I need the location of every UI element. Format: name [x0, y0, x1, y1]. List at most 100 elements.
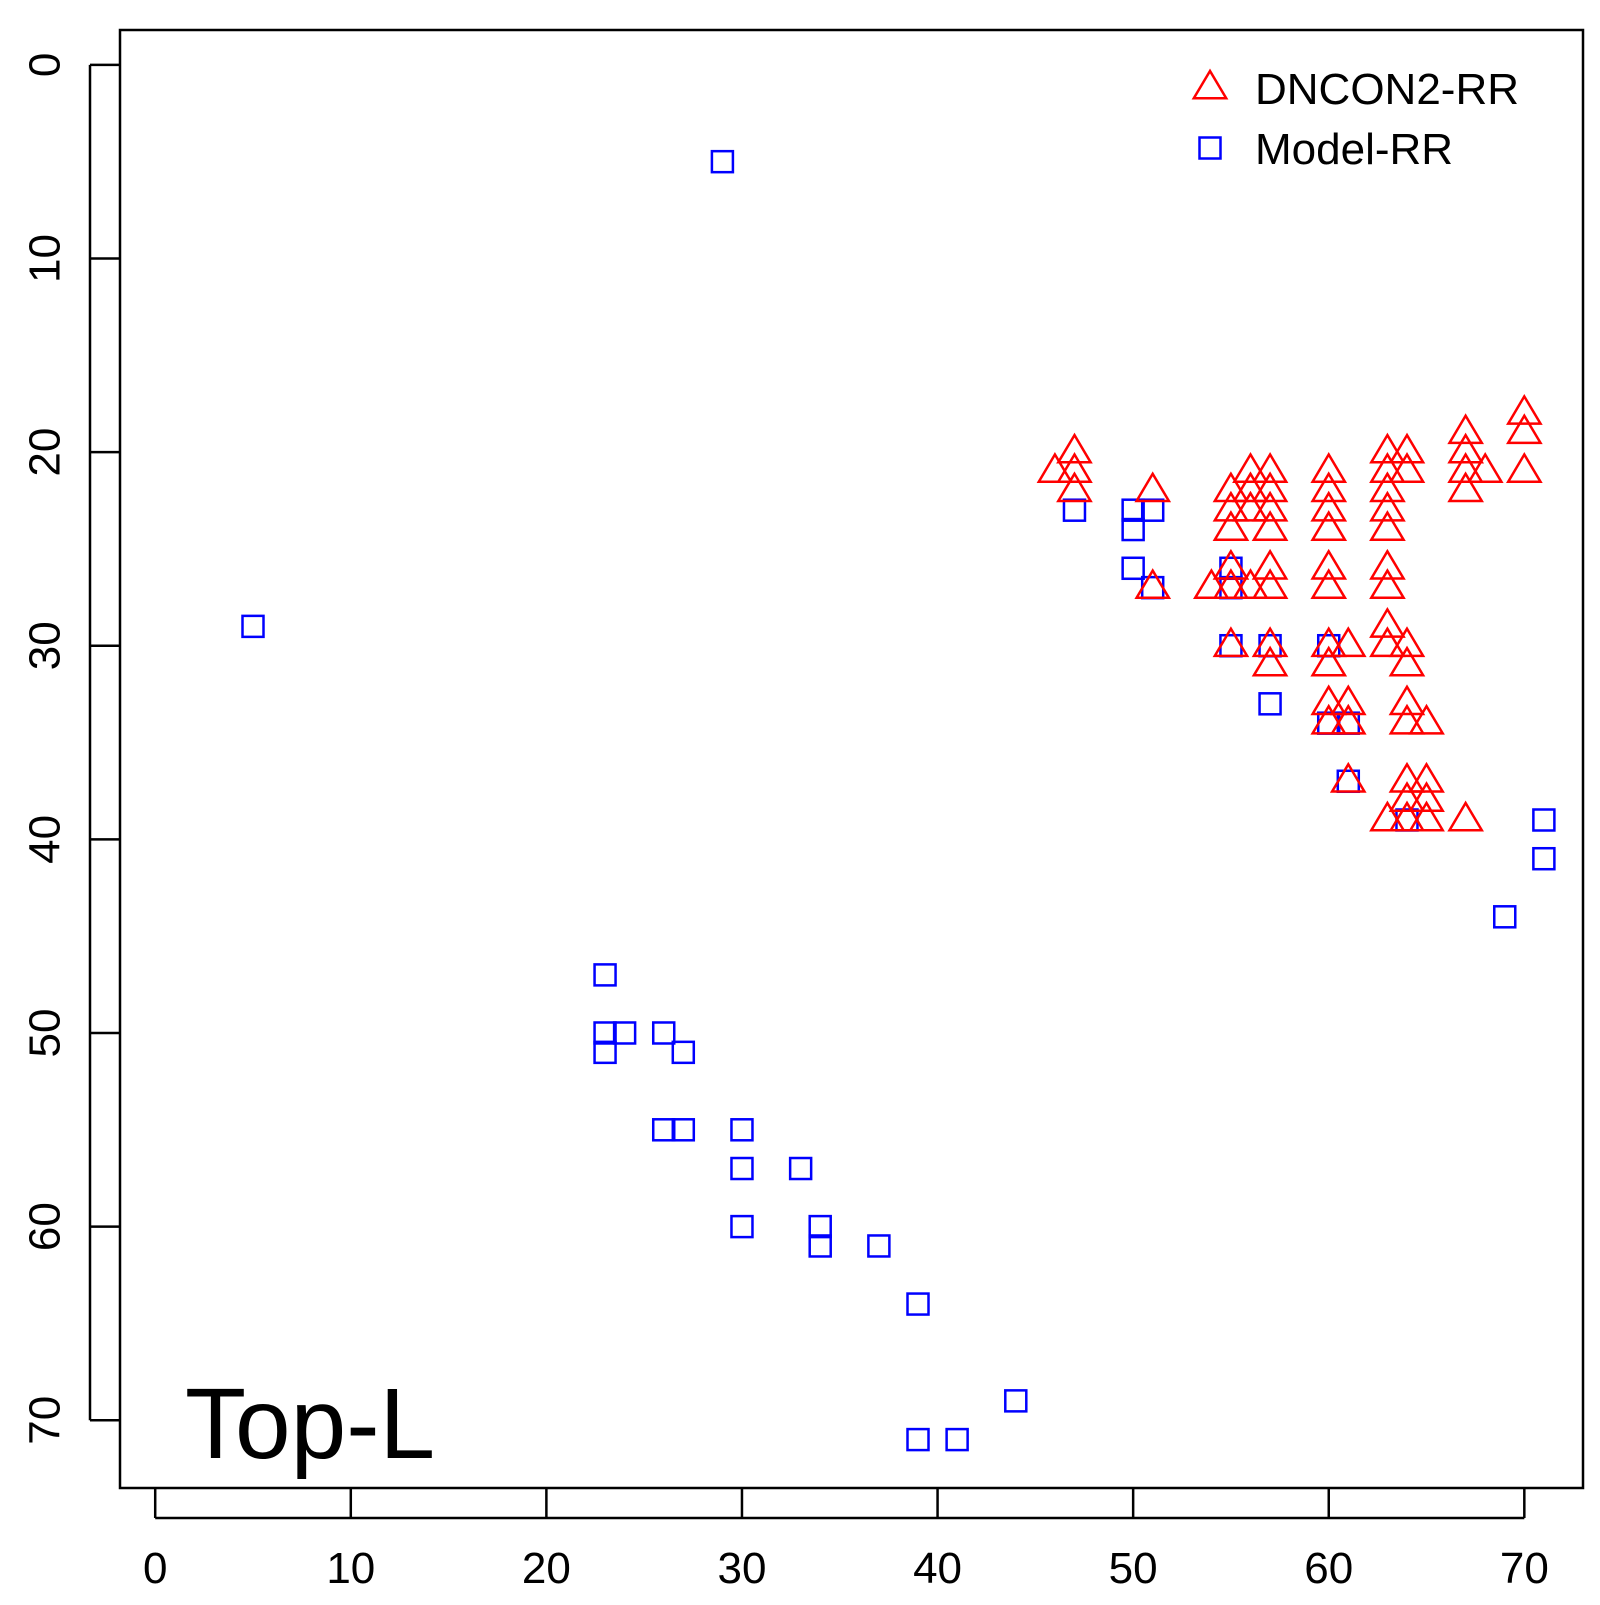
model-rr-point	[906, 1427, 930, 1452]
model-rr-point	[867, 1234, 891, 1258]
dncon2-rr-point	[1251, 452, 1289, 483]
x-tick-label: 70	[1500, 1544, 1549, 1593]
model-rr-point	[730, 1214, 754, 1239]
dncon2-rr-point	[1369, 432, 1406, 464]
dncon2-rr-point	[1388, 684, 1426, 716]
dncon2-rr-point	[1506, 452, 1543, 483]
model-rr-point	[1121, 517, 1145, 542]
dncon2-rr-point	[1251, 645, 1289, 677]
model-rr-point	[651, 1118, 676, 1142]
dncon2-rr-point	[1408, 703, 1445, 735]
dncon2-rr-point	[1193, 568, 1230, 600]
dncon2-rr-point	[1212, 471, 1250, 503]
x-tick-label: 0	[143, 1544, 167, 1593]
x-tick-label: 20	[522, 1544, 571, 1593]
model-rr-point	[1493, 905, 1517, 929]
panel-annotation: Top-L	[185, 1368, 435, 1480]
dncon2-rr-point	[1310, 490, 1348, 522]
dncon2-rr-point	[1310, 548, 1348, 580]
model-rr-point	[1004, 1389, 1028, 1413]
dncon2-rr-point	[1310, 452, 1348, 483]
dncon2-rr-point	[1369, 606, 1406, 638]
dncon2-rr-point	[1329, 703, 1367, 735]
dncon2-rr-point	[1447, 471, 1484, 503]
dncon2-rr-point	[1369, 626, 1406, 658]
model-rr-point	[671, 1040, 696, 1065]
model-rr-point	[710, 149, 735, 174]
model-rr-point	[945, 1427, 969, 1452]
dncon2-rr-point	[1408, 761, 1445, 793]
x-tick-label: 60	[1304, 1544, 1353, 1593]
dncon2-rr-point	[1036, 452, 1074, 483]
model-rr-point	[730, 1156, 754, 1181]
dncon2-rr-point	[1251, 471, 1289, 503]
dncon2-rr-point	[1447, 800, 1484, 832]
model-rr-point	[1258, 692, 1282, 716]
dncon2-rr-point	[1369, 452, 1406, 483]
model-rr-point	[241, 614, 265, 639]
model-rr-point	[1140, 575, 1165, 600]
dncon2-rr-point	[1251, 548, 1289, 580]
dncon2-rr-point	[1232, 490, 1269, 522]
dncon2-rr-point	[1251, 568, 1289, 600]
dncon2-rr-point	[1329, 626, 1367, 658]
dncon2-rr-point	[1369, 510, 1406, 542]
model-rr-point	[1121, 556, 1145, 581]
dncon2-rr-point	[1056, 452, 1093, 483]
y-tick-label: 10	[21, 234, 70, 283]
dncon2-rr-point	[1251, 626, 1289, 658]
plot-frame	[118, 28, 1585, 1490]
dncon2-rr-point	[1388, 432, 1426, 464]
legend-marker-triangle	[1191, 68, 1229, 100]
dncon2-rr-point	[1212, 510, 1250, 542]
dncon2-rr-point	[1388, 645, 1426, 677]
dncon2-rr-point	[1388, 626, 1426, 658]
model-rr-point	[1219, 575, 1243, 600]
dncon2-rr-point	[1212, 626, 1250, 658]
dncon2-rr-point	[1310, 703, 1348, 735]
series-model-rr	[241, 149, 1556, 1452]
dncon2-rr-point	[1369, 490, 1406, 522]
model-rr-point	[730, 1118, 754, 1142]
dncon2-rr-point	[1134, 568, 1172, 600]
dncon2-rr-point	[1388, 781, 1426, 813]
dncon2-rr-point	[1310, 568, 1348, 600]
dncon2-rr-point	[1506, 393, 1543, 425]
y-tick-label: 50	[21, 1009, 70, 1058]
model-rr-point	[808, 1234, 832, 1258]
model-rr-point	[1532, 846, 1556, 871]
model-rr-point	[1336, 711, 1361, 735]
legend-label: DNCON2-RR	[1255, 65, 1519, 114]
dncon2-rr-point	[1388, 800, 1426, 832]
dncon2-rr-point	[1447, 452, 1484, 483]
model-rr-point	[593, 1040, 617, 1065]
dncon2-rr-point	[1369, 800, 1406, 832]
dncon2-rr-point	[1134, 471, 1172, 503]
dncon2-rr-point	[1212, 490, 1250, 522]
dncon2-rr-point	[1506, 413, 1543, 445]
dncon2-rr-point	[1447, 432, 1484, 464]
model-rr-point	[1140, 498, 1165, 522]
dncon2-rr-point	[1388, 452, 1426, 483]
x-tick-label: 50	[1109, 1544, 1158, 1593]
dncon2-rr-point	[1369, 568, 1406, 600]
dncon2-rr-point	[1466, 452, 1504, 483]
dncon2-rr-point	[1408, 781, 1445, 813]
dncon2-rr-point	[1329, 684, 1367, 716]
dncon2-rr-point	[1251, 510, 1289, 542]
dncon2-rr-point	[1232, 452, 1269, 483]
model-rr-point	[593, 963, 617, 987]
dncon2-rr-point	[1310, 645, 1348, 677]
model-rr-point	[808, 1214, 832, 1239]
x-axis: 0 10 20 30 40 50 60 70	[143, 1488, 1549, 1593]
legend-label: Model-RR	[1255, 125, 1453, 174]
y-tick-label: 30	[21, 621, 70, 670]
model-rr-point	[1316, 711, 1341, 735]
dncon2-rr-point	[1310, 471, 1348, 503]
series-dncon2-rr	[1036, 393, 1543, 832]
dncon2-rr-point	[1056, 471, 1093, 503]
dncon2-rr-point	[1212, 548, 1250, 580]
y-tick-label: 20	[21, 428, 70, 477]
